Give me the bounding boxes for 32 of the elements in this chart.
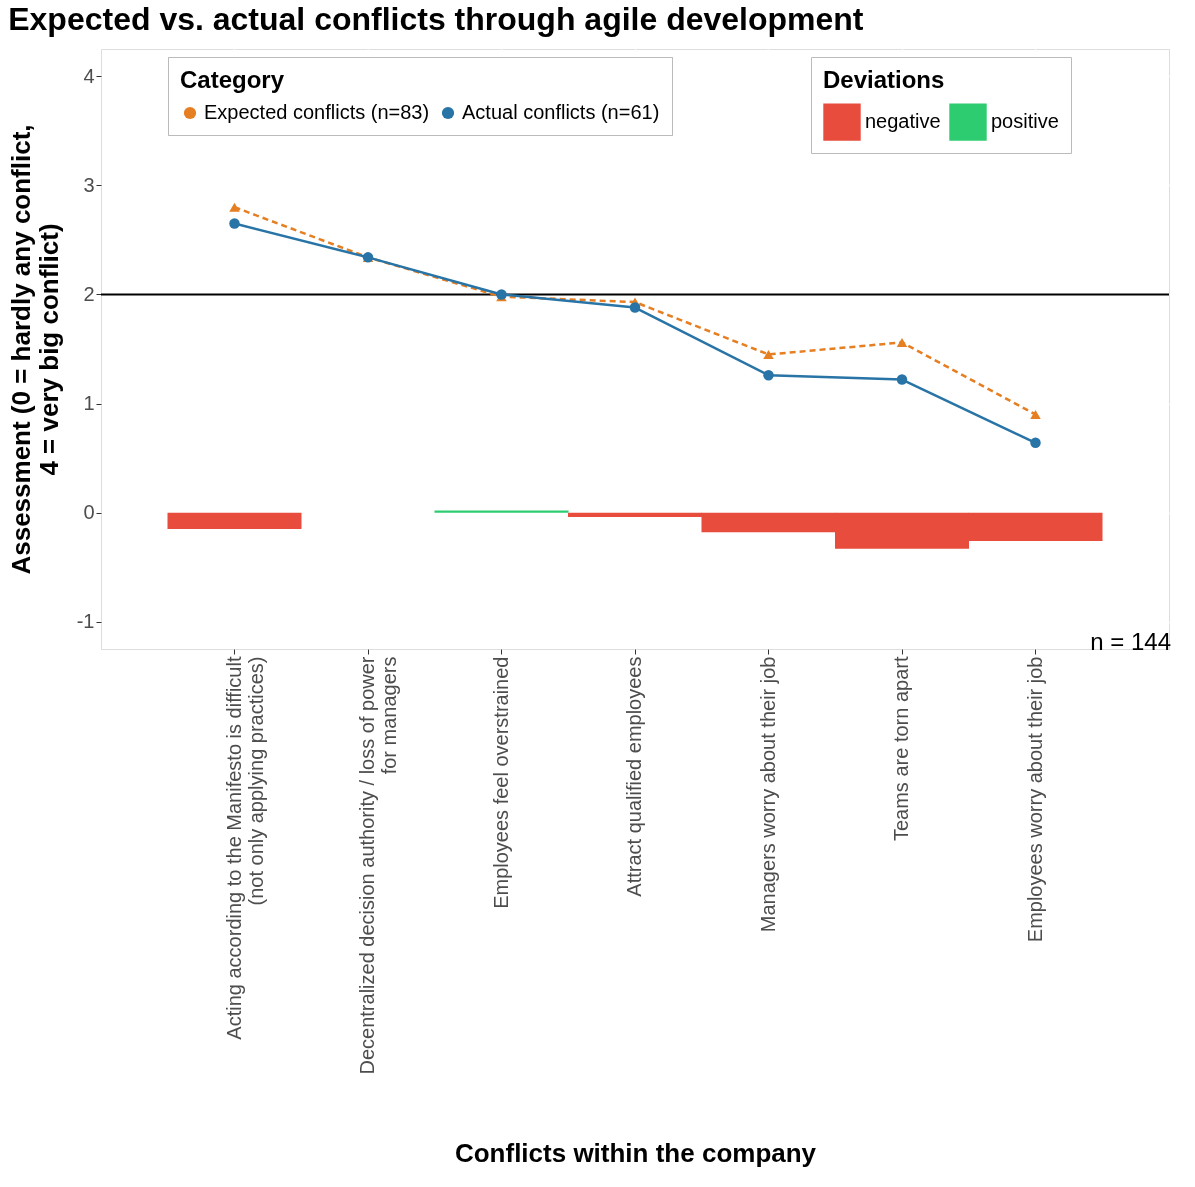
point (896, 337, 908, 347)
point (629, 302, 641, 313)
y-tick-label: 4 (83, 64, 95, 87)
legend-label: positive (991, 110, 1059, 133)
point (1030, 437, 1041, 449)
annotation: n = 144 (1090, 628, 1171, 655)
legend-label: Actual conflicts (n=61) (462, 101, 660, 123)
y-tick-label: 3 (83, 173, 95, 196)
x-tick-label: Managers worry about their job (756, 656, 779, 933)
x-tick-label: Attract qualified employees (623, 656, 645, 897)
x-axis-title: Conflicts within the company (454, 1137, 817, 1168)
point (229, 202, 240, 212)
point (229, 218, 240, 229)
legend-label: Expected conflicts (n=83) (204, 101, 430, 123)
x-tick-label: Acting according to the Manifesto is difficult (not only applying practices) (222, 656, 267, 1040)
x-tick-label: Decentralized decision authority / loss of power for managers (356, 656, 400, 1075)
point (1030, 409, 1041, 419)
legend-label: negative (865, 110, 941, 133)
x-tick-label: Employees feel overstrained (489, 656, 512, 909)
point (763, 349, 774, 359)
point (763, 369, 774, 381)
y-axis-title: Assessment (0 = hardly any conflict, 4 = very big conflict) (5, 124, 64, 575)
x-tick-label: Employees worry about their job (1023, 656, 1046, 943)
x-tick-label: Teams are torn apart (890, 656, 912, 842)
point (896, 374, 908, 385)
y-tick-label: 1 (83, 392, 95, 415)
chart-title: Expected vs. actual conflicts through agile development (8, 1, 864, 37)
legend-title: Category (180, 66, 285, 93)
y-tick-label: 2 (83, 282, 95, 305)
annotation: Deviations (823, 66, 945, 93)
y-tick-label: 0 (83, 501, 95, 524)
y-tick-label: -1 (76, 610, 95, 633)
